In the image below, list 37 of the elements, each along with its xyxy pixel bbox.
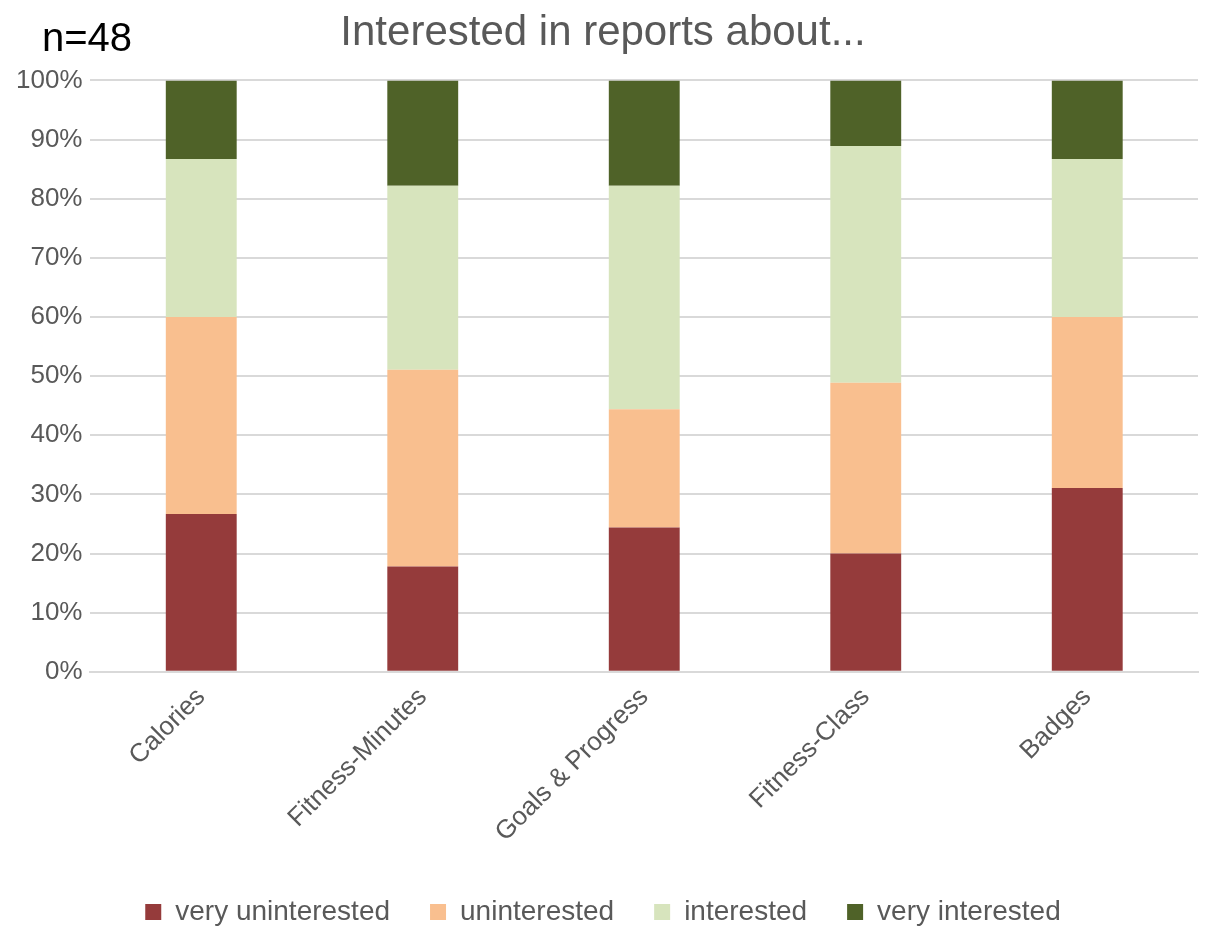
legend-label: interested — [684, 894, 808, 926]
y-tick-label: 70% — [30, 241, 83, 272]
chart-title: Interested in reports about... — [340, 6, 866, 54]
bar — [1051, 80, 1123, 160]
y-tick-label: 30% — [30, 477, 83, 508]
bar — [165, 316, 237, 514]
bar — [165, 159, 237, 317]
bar — [387, 80, 459, 186]
y-tick-label: 0% — [44, 655, 83, 686]
bar — [1051, 159, 1123, 317]
bar — [608, 527, 680, 671]
bar — [387, 566, 459, 671]
text: n=48 — [42, 15, 133, 60]
legend-label: very uninterested — [175, 894, 391, 926]
bar — [1051, 487, 1123, 671]
bar — [165, 513, 237, 671]
bar — [387, 185, 459, 370]
bar — [165, 80, 237, 160]
bar — [608, 80, 680, 186]
y-tick-label: 10% — [30, 595, 83, 626]
y-tick-label: 20% — [30, 536, 83, 567]
y-tick-label: 90% — [30, 122, 83, 153]
bar — [830, 382, 902, 554]
bar — [608, 409, 680, 528]
bar — [830, 553, 902, 671]
bar — [1051, 316, 1123, 488]
legend-label: uninterested — [460, 894, 615, 926]
bar — [608, 185, 680, 410]
y-tick-label: 100% — [16, 63, 83, 94]
y-tick-label: 60% — [30, 300, 83, 331]
bar — [830, 80, 902, 147]
y-tick-label: 40% — [30, 418, 83, 449]
bar — [387, 369, 459, 567]
y-tick-label: 80% — [30, 181, 83, 212]
legend-label: very interested — [877, 894, 1061, 926]
y-tick-label: 50% — [30, 359, 83, 390]
bar — [830, 146, 902, 383]
